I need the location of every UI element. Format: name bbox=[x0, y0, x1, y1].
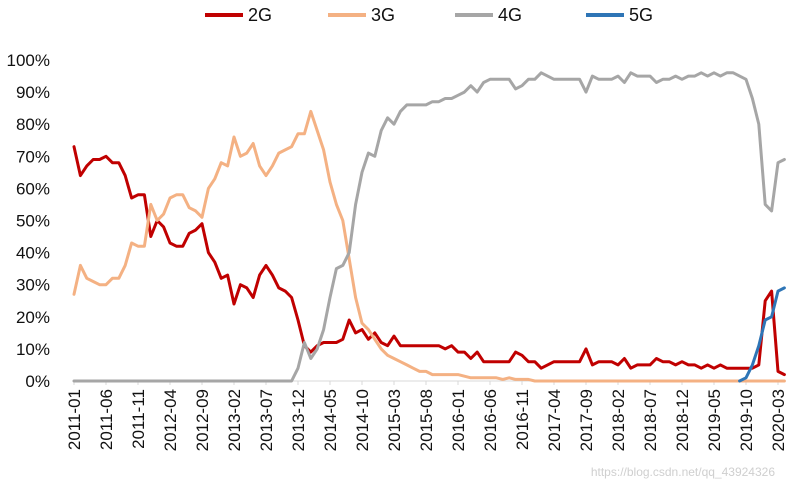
y-tick-label: 50% bbox=[16, 212, 50, 231]
y-tick-label: 80% bbox=[16, 115, 50, 134]
legend-label-4g: 4G bbox=[498, 5, 522, 25]
y-tick-label: 60% bbox=[16, 179, 50, 198]
x-tick-label: 2016-01 bbox=[449, 389, 468, 451]
series-line-5g bbox=[738, 286, 786, 383]
y-tick-label: 0% bbox=[25, 372, 50, 391]
x-tick-label: 2016-11 bbox=[513, 389, 532, 450]
x-tick-label: 2014-05 bbox=[321, 389, 340, 451]
y-tick-label: 20% bbox=[16, 308, 50, 327]
series-line-4g bbox=[72, 71, 786, 383]
x-tick-label: 2012-04 bbox=[161, 389, 180, 451]
series-lines bbox=[72, 71, 786, 383]
x-tick-label: 2011-01 bbox=[65, 389, 84, 450]
x-tick-label: 2012-09 bbox=[193, 389, 212, 451]
y-tick-label: 40% bbox=[16, 244, 50, 263]
legend-label-2g: 2G bbox=[248, 5, 272, 25]
y-tick-label: 70% bbox=[16, 147, 50, 166]
x-tick-label: 2019-10 bbox=[737, 389, 756, 451]
x-tick-label: 2015-08 bbox=[417, 389, 436, 451]
x-tick-label: 2017-09 bbox=[577, 389, 596, 451]
x-tick-label: 2018-07 bbox=[641, 389, 660, 451]
x-tick-label: 2013-02 bbox=[225, 389, 244, 451]
x-tick-label: 2015-03 bbox=[385, 389, 404, 451]
x-tick-label: 2014-10 bbox=[353, 389, 372, 451]
legend: 2G 3G 4G 5G bbox=[205, 5, 653, 25]
series-line-2g bbox=[72, 145, 786, 377]
legend-label-3g: 3G bbox=[371, 5, 395, 25]
y-axis-ticks: 0% 10% 20% 30% 40% 50% 60% 70% 80% 90% 100% bbox=[7, 51, 50, 391]
x-tick-label: 2020-03 bbox=[769, 389, 788, 451]
x-tick-label: 2018-02 bbox=[609, 389, 628, 451]
x-axis-ticks: 2011-01 2011-06 2011-11 2012-04 2012-09 2013-… bbox=[65, 381, 788, 451]
x-tick-label: 2013-07 bbox=[257, 389, 276, 451]
y-tick-label: 30% bbox=[16, 276, 50, 295]
x-tick-label: 2011-11 bbox=[129, 389, 148, 449]
x-tick-label: 2018-12 bbox=[673, 389, 692, 451]
x-tick-label: 2011-06 bbox=[97, 389, 116, 450]
x-tick-label: 2019-05 bbox=[705, 389, 724, 451]
y-tick-label: 100% bbox=[7, 51, 50, 70]
x-tick-label: 2017-04 bbox=[545, 389, 564, 451]
y-tick-label: 90% bbox=[16, 83, 50, 102]
x-tick-label: 2013-12 bbox=[289, 389, 308, 451]
legend-label-5g: 5G bbox=[629, 5, 653, 25]
x-tick-label: 2016-06 bbox=[481, 389, 500, 451]
watermark-text: https://blog.csdn.net/qq_43924326 bbox=[591, 465, 775, 479]
y-tick-label: 10% bbox=[16, 340, 50, 359]
series-line-3g bbox=[72, 109, 786, 383]
